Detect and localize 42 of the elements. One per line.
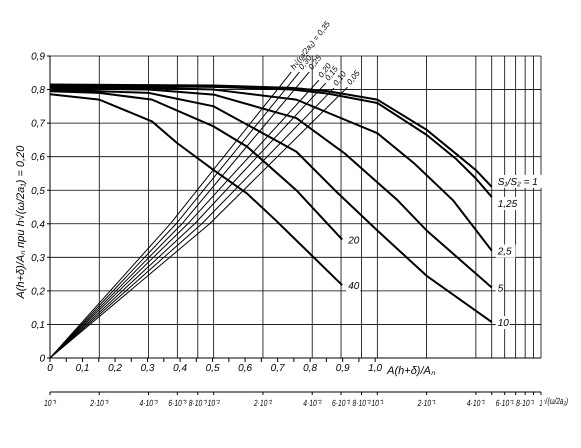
x-axis-title: √(ω/2a₂) xyxy=(544,396,578,406)
y-tick-label: 0,5 xyxy=(31,186,46,197)
y-tick-label: 0,2 xyxy=(31,286,46,298)
x2-tick-label: 0,2 xyxy=(108,363,122,374)
x2-tick-label: 0,7 xyxy=(270,363,286,374)
y-tick-label: 0,4 xyxy=(31,219,46,230)
series-label: 40 xyxy=(348,281,360,292)
y-tick-label: 0,1 xyxy=(31,320,45,331)
y-tick-label: 0 xyxy=(39,354,46,365)
x2-tick-label: 0,9 xyxy=(336,363,350,374)
y-tick-label: 0,3 xyxy=(31,252,46,264)
series-label: S₁/S₂ = 1 xyxy=(498,176,538,188)
x-tick-label: 1 xyxy=(540,398,545,408)
x-tick-label: 2·10⁻¹ xyxy=(416,398,442,408)
x2-tick-label: 1,0 xyxy=(368,363,383,374)
x2-tick-label: 0,8 xyxy=(303,363,318,374)
y-tick-label: 0,7 xyxy=(31,118,46,130)
series-label: 1,25 xyxy=(498,198,518,210)
series-label: 10 xyxy=(498,318,510,330)
x2-axis-title: A(h+δ)/Aₙ xyxy=(386,365,436,377)
x2-tick-label: 0,6 xyxy=(238,363,252,374)
x-tick-label: 4·10⁻³ xyxy=(140,398,164,408)
x-tick-label: 4·10⁻¹ xyxy=(466,398,491,408)
y-tick-label: 0,8 xyxy=(31,85,46,96)
x2-tick-label: 0,4 xyxy=(173,363,188,374)
x-tick-label: 10⁻³ xyxy=(44,398,60,408)
x-tick-label: 10⁻¹ xyxy=(371,398,388,408)
y-tick-label: 0,9 xyxy=(31,52,46,63)
x2-tick-label: 0,1 xyxy=(76,363,90,374)
x2-tick-label: 0,5 xyxy=(206,363,220,374)
x-tick-label: 2·10⁻³ xyxy=(90,398,114,408)
x-tick-label: 2·10⁻² xyxy=(253,398,278,408)
x-tick-label: 8·10⁻¹ xyxy=(516,398,540,408)
y-axis-title: A(h+δ)/Aₙ при h√(ω/2a₁) = 0,20 xyxy=(15,144,27,300)
y-tick-label: 0,6 xyxy=(31,152,46,164)
series-label: 5 xyxy=(498,284,504,295)
x-tick-label: 4·10⁻² xyxy=(303,398,328,408)
x2-tick-label: 0 xyxy=(47,363,54,374)
series-label: 20 xyxy=(347,236,360,247)
series-label: 2,5 xyxy=(496,246,512,258)
x2-tick-label: 0,3 xyxy=(140,363,155,374)
x-tick-label: 10⁻² xyxy=(208,398,224,408)
